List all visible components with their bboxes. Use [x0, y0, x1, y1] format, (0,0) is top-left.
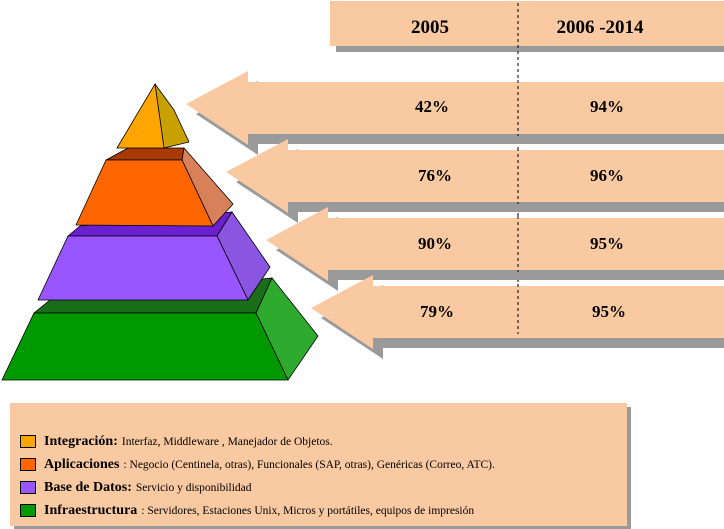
pyramid-layer-aplicaciones [75, 147, 234, 227]
legend-name: Infraestructura [44, 502, 138, 518]
arrow-aplicaciones [226, 139, 724, 213]
legend-desc: : Negocio (Centinela, otras), Funcionale… [123, 458, 495, 471]
header-bar [330, 1, 724, 46]
value-base-datos-2005: 90% [418, 234, 452, 253]
swatch-base-datos [20, 481, 36, 494]
value-infraestructura-2005: 79% [420, 302, 454, 321]
value-integracion-2006-2014: 94% [590, 97, 624, 116]
value-aplicaciones-2005: 76% [418, 166, 452, 185]
value-base-datos-2006-2014: 95% [590, 234, 624, 253]
legend-name: Integración: [44, 433, 118, 449]
legend-item-aplicaciones: Aplicaciones : Negocio (Centinela, otras… [20, 453, 627, 476]
legend-desc: Interfaz, Middleware , Manejador de Obje… [121, 435, 333, 448]
value-infraestructura-2006-2014: 95% [592, 302, 626, 321]
swatch-infraestructura [20, 504, 36, 517]
legend-desc: : Servidores, Estaciones Unix, Micros y … [141, 504, 475, 517]
arrow-infraestructura [311, 275, 724, 349]
pyramid-layer-integracion [116, 82, 190, 149]
header-2006-2014: 2006 -2014 [556, 17, 644, 38]
swatch-integracion [20, 435, 36, 448]
legend-item-integracion: Integración: Interfaz, Middleware , Mane… [20, 430, 627, 453]
header-2005: 2005 [411, 17, 449, 38]
legend-box: Integración: Interfaz, Middleware , Mane… [10, 403, 627, 526]
arrow-integracion [186, 71, 724, 145]
legend-item-infraestructura: Infraestructura : Servidores, Estaciones… [20, 499, 627, 522]
legend-name: Aplicaciones [44, 456, 120, 472]
arrow-base-datos [266, 207, 724, 281]
value-aplicaciones-2006-2014: 96% [590, 166, 624, 185]
legend-item-base-datos: Base de Datos: Servicio y disponibilidad [20, 476, 627, 499]
swatch-aplicaciones [20, 458, 36, 471]
legend-name: Base de Datos: [44, 479, 132, 495]
value-integracion-2005: 42% [415, 97, 449, 116]
legend-desc: Servicio y disponibilidad [135, 481, 252, 494]
